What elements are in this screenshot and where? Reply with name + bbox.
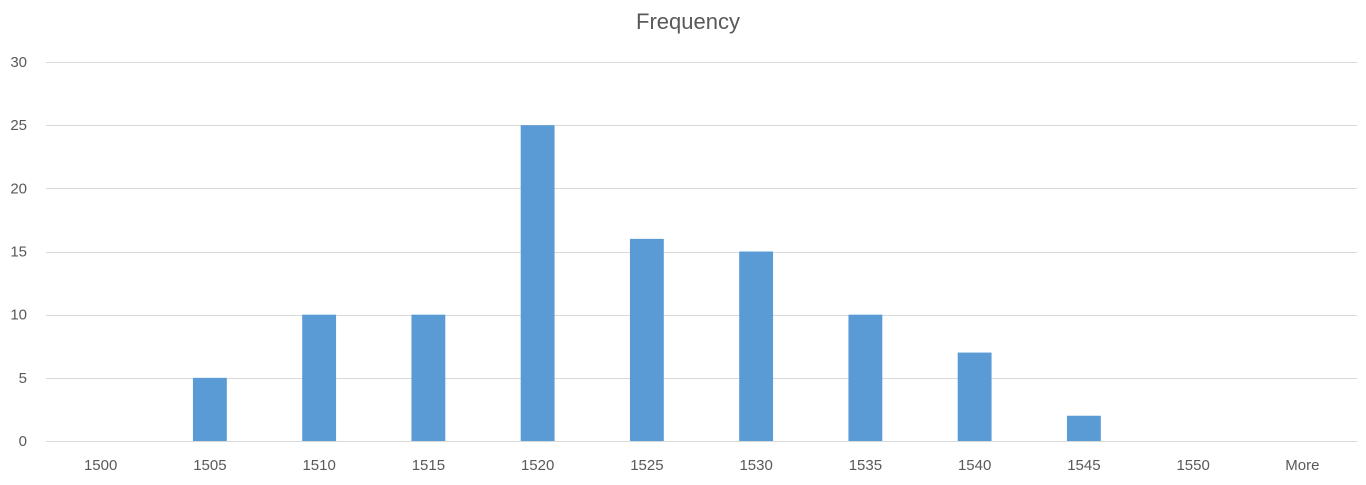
y-axis-tick-labels: 0 5 10 15 20 25 30 xyxy=(10,54,27,450)
x-tick-label: 1530 xyxy=(739,457,772,474)
y-tick-label: 10 xyxy=(10,307,27,324)
bar-1530 xyxy=(739,251,774,441)
gridlines xyxy=(46,62,1357,442)
bar-1515 xyxy=(411,314,446,441)
y-tick-label: 15 xyxy=(10,244,27,261)
y-tick-label: 0 xyxy=(19,433,27,450)
bar-1525 xyxy=(629,238,664,441)
x-tick-label: 1515 xyxy=(412,457,445,474)
y-tick-label: 30 xyxy=(10,54,27,71)
x-tick-label: 1545 xyxy=(1067,457,1100,474)
x-tick-label: 1505 xyxy=(193,457,226,474)
bar-1545 xyxy=(1066,415,1101,441)
x-tick-label: 1525 xyxy=(630,457,663,474)
bars xyxy=(192,125,1101,442)
chart-title: Frequency xyxy=(636,9,740,34)
x-tick-label: 1535 xyxy=(849,457,882,474)
y-tick-label: 5 xyxy=(19,370,27,387)
bar-1510 xyxy=(302,314,337,441)
y-tick-label: 20 xyxy=(10,180,27,197)
x-tick-label: 1550 xyxy=(1176,457,1209,474)
y-tick-label: 25 xyxy=(10,117,27,134)
x-tick-label: 1540 xyxy=(958,457,991,474)
bar-1540 xyxy=(957,352,992,441)
x-tick-label: 1510 xyxy=(302,457,335,474)
x-tick-label: 1520 xyxy=(521,457,554,474)
x-tick-label: 1500 xyxy=(84,457,117,474)
bar-1505 xyxy=(192,377,227,441)
x-tick-label: More xyxy=(1285,457,1319,474)
x-axis-tick-labels: 1500 1505 1510 1515 1520 1525 1530 1535 1540 1545… xyxy=(84,457,1320,474)
bar-1535 xyxy=(848,314,883,441)
bar-1520 xyxy=(520,125,555,442)
